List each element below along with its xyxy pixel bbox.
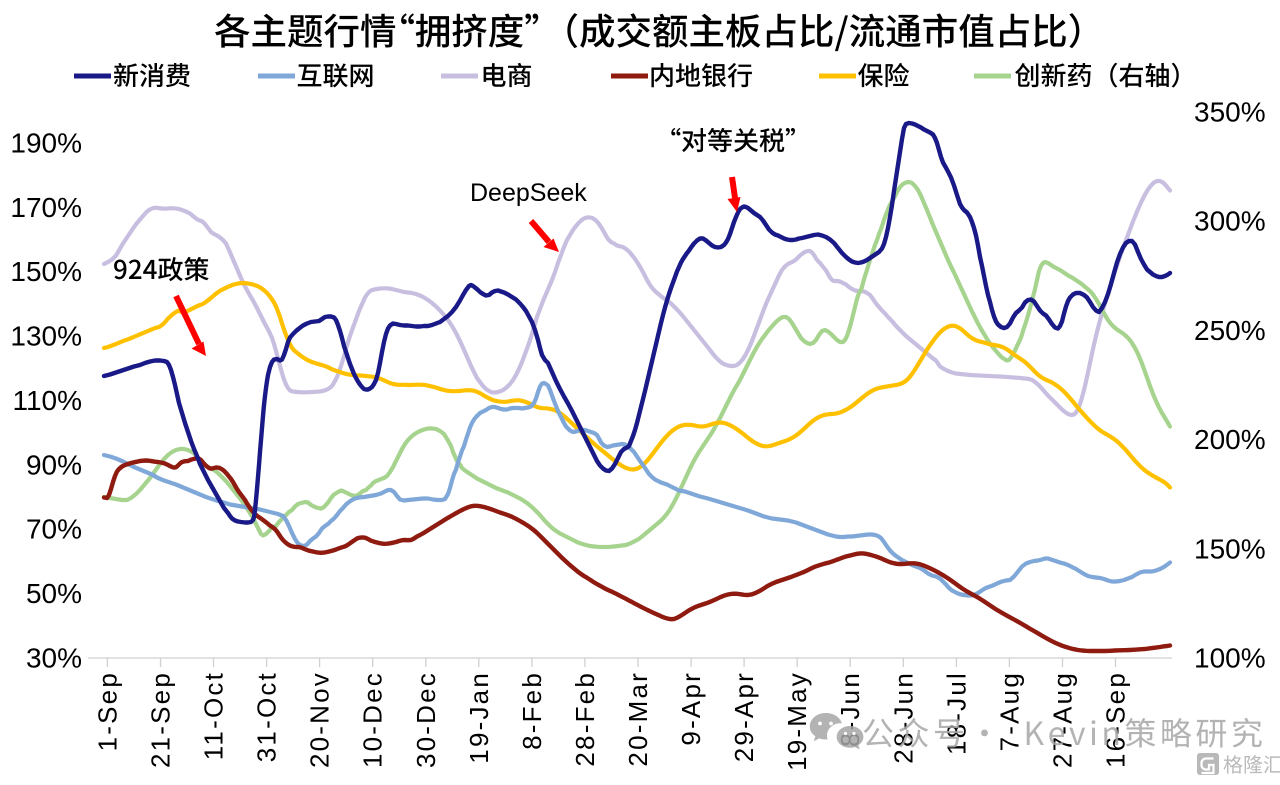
svg-text:300%: 300% (1194, 206, 1266, 237)
svg-text:130%: 130% (10, 321, 82, 352)
svg-text:30-Dec: 30-Dec (411, 671, 441, 768)
svg-text:28-Feb: 28-Feb (570, 671, 600, 767)
svg-text:27-Aug: 27-Aug (1048, 671, 1078, 768)
svg-text:250%: 250% (1194, 315, 1266, 346)
svg-text:19-Jan: 19-Jan (464, 671, 494, 764)
svg-text:170%: 170% (10, 192, 82, 223)
svg-text:100%: 100% (1194, 643, 1266, 674)
svg-text:11-Oct: 11-Oct (199, 671, 229, 760)
svg-text:50%: 50% (26, 578, 82, 609)
svg-text:8-Feb: 8-Feb (517, 671, 547, 750)
svg-text:20-Nov: 20-Nov (305, 671, 335, 768)
svg-text:21-Sep: 21-Sep (146, 671, 176, 768)
svg-text:29-Apr: 29-Apr (729, 671, 759, 762)
svg-text:9-Apr: 9-Apr (676, 671, 706, 746)
svg-text:10-Dec: 10-Dec (358, 671, 388, 768)
svg-text:350%: 350% (1194, 97, 1266, 128)
svg-text:70%: 70% (26, 514, 82, 545)
svg-text:110%: 110% (12, 385, 82, 416)
svg-text:16-Sep: 16-Sep (1101, 671, 1131, 768)
svg-text:200%: 200% (1194, 424, 1266, 455)
svg-text:90%: 90% (26, 449, 82, 480)
svg-text:20-Mar: 20-Mar (623, 671, 653, 767)
svg-text:7-Aug: 7-Aug (994, 671, 1024, 751)
svg-text:31-Oct: 31-Oct (252, 671, 282, 762)
svg-text:30%: 30% (26, 643, 82, 674)
svg-text:28-Jun: 28-Jun (888, 671, 918, 764)
svg-text:150%: 150% (10, 256, 82, 287)
svg-text:1-Sep: 1-Sep (92, 671, 122, 751)
svg-text:190%: 190% (10, 128, 82, 159)
svg-text:DeepSeek: DeepSeek (470, 179, 587, 207)
svg-text:19-May: 19-May (782, 671, 812, 771)
svg-text:150%: 150% (1194, 533, 1266, 564)
